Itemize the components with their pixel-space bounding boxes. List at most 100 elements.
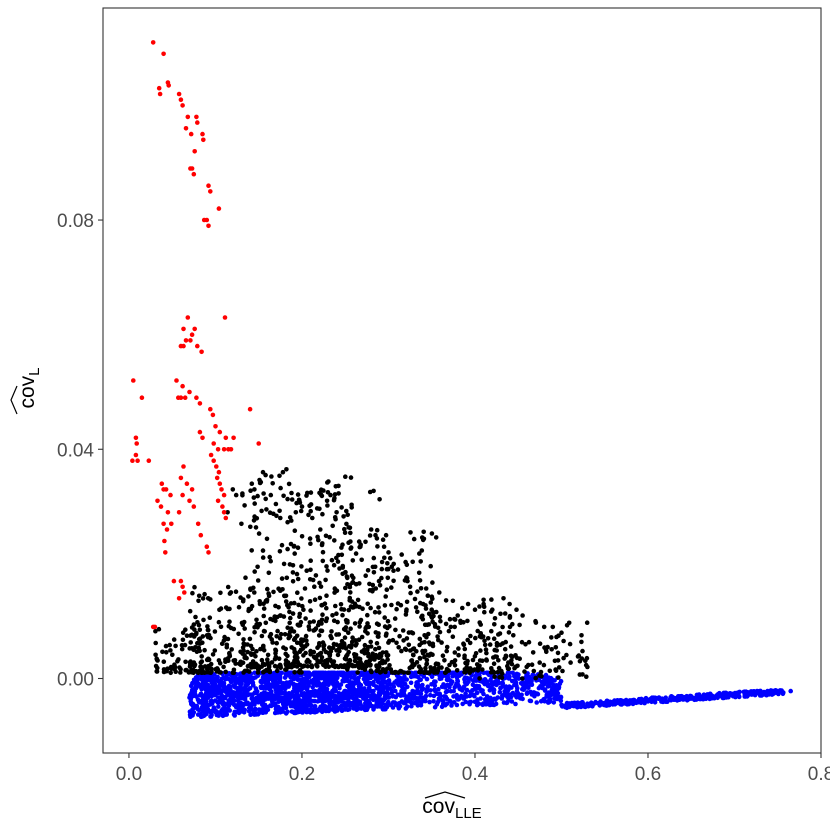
data-point-s2-1827 [472, 693, 477, 699]
data-point-s1-1235 [577, 672, 583, 677]
data-point-s2-1083 [256, 707, 262, 712]
data-point-s0-21 [208, 189, 213, 194]
data-point-s2-2316 [727, 691, 733, 696]
data-point-s2-1344 [370, 692, 375, 697]
data-point-s1-772 [290, 563, 296, 568]
data-point-s1-1147 [452, 658, 458, 663]
data-point-s1-960 [363, 539, 368, 545]
data-point-s1-471 [243, 642, 248, 647]
data-point-s1-67 [202, 670, 207, 675]
data-point-s2-1292 [284, 697, 290, 702]
data-point-s2-1873 [483, 701, 489, 706]
data-point-s1-548 [252, 501, 257, 506]
data-point-s2-1983 [500, 684, 505, 689]
data-point-s1-54 [171, 637, 177, 642]
data-point-s2-1251 [374, 699, 380, 704]
data-point-s2-1131 [328, 702, 333, 708]
data-point-s1-1136 [489, 628, 494, 634]
data-point-s1-11 [170, 652, 175, 658]
data-point-s1-592 [304, 568, 310, 573]
data-point-s2-2209 [598, 699, 603, 704]
data-point-s1-1299 [368, 527, 374, 532]
data-point-s2-2359 [602, 700, 607, 706]
data-point-s2-1218 [317, 687, 322, 693]
data-point-s1-1282 [280, 469, 286, 475]
data-point-s1-1206 [537, 641, 543, 646]
data-point-s1-972 [385, 575, 391, 581]
data-point-s1-607 [334, 642, 339, 647]
data-point-s2-1714 [470, 682, 476, 688]
data-point-s1-748 [294, 633, 300, 639]
data-point-s2-1365 [292, 700, 298, 705]
data-point-s1-495 [277, 636, 283, 641]
data-point-s1-420 [243, 575, 248, 580]
data-point-s1-999 [357, 620, 363, 625]
data-point-s1-906 [349, 642, 355, 648]
data-point-s1-774 [314, 662, 319, 667]
data-point-s1-1033 [456, 646, 461, 651]
data-point-s2-738 [252, 706, 258, 712]
data-point-s1-418 [255, 564, 260, 570]
data-point-s1-385 [320, 612, 325, 617]
data-point-s1-490 [346, 649, 352, 655]
data-point-s2-1986 [491, 680, 496, 686]
data-point-s1-843 [391, 578, 396, 584]
data-point-s1-877 [383, 532, 389, 538]
data-point-s1-1327 [585, 664, 590, 670]
data-point-s1-1184 [468, 666, 473, 671]
data-point-s1-707 [285, 625, 291, 630]
data-point-s1-401 [295, 655, 300, 661]
data-point-s1-1320 [520, 613, 525, 618]
data-point-s2-2360 [585, 701, 590, 706]
data-point-s0-22 [216, 206, 222, 211]
data-point-s1-74 [172, 666, 177, 672]
data-point-s2-1094 [209, 684, 215, 689]
data-point-s1-757 [292, 649, 297, 655]
data-point-s1-1291 [299, 504, 305, 509]
data-point-s1-911 [355, 597, 361, 603]
data-point-s1-909 [410, 559, 416, 565]
data-point-s2-1268 [288, 699, 293, 705]
data-point-s1-723 [315, 658, 320, 664]
data-point-s0-91 [158, 504, 164, 509]
data-point-s1-649 [285, 519, 290, 525]
data-point-s1-613 [308, 567, 313, 573]
data-point-s0-30 [189, 332, 195, 338]
data-point-s1-898 [437, 629, 443, 635]
data-point-s2-2333 [681, 697, 686, 702]
data-point-s1-1149 [484, 657, 489, 662]
data-point-s1-121 [276, 656, 282, 661]
data-point-s1-979 [378, 669, 384, 675]
data-point-s1-750 [328, 649, 334, 654]
data-point-s1-675 [340, 542, 345, 547]
data-point-s2-2288 [684, 693, 689, 699]
data-point-s1-393 [348, 475, 354, 480]
panel-border [102, 7, 822, 754]
data-point-s2-1783 [543, 672, 549, 678]
data-point-s1-725 [289, 497, 295, 502]
data-point-s1-605 [301, 607, 306, 612]
data-point-s1-1304 [391, 561, 397, 567]
data-point-s1-440 [304, 642, 310, 647]
data-point-s1-740 [376, 622, 382, 627]
data-point-s2-1804 [438, 693, 443, 699]
data-point-s1-306 [224, 642, 230, 648]
data-point-s1-546 [330, 523, 336, 529]
data-point-s1-363 [317, 595, 323, 601]
data-point-s2-1323 [322, 676, 327, 682]
data-point-s2-1297 [235, 689, 240, 695]
data-point-s2-1949 [557, 694, 563, 700]
data-point-s2-1389 [253, 695, 259, 701]
data-point-s1-343 [277, 508, 282, 514]
data-point-s2-1339 [224, 688, 229, 694]
data-point-s1-1244 [474, 662, 480, 667]
data-point-s1-794 [286, 635, 292, 641]
data-point-s1-781 [330, 662, 336, 667]
data-point-s1-1240 [499, 675, 505, 680]
data-point-s2-1698 [520, 686, 525, 692]
data-point-s2-1040 [292, 710, 298, 715]
data-point-s1-1107 [509, 661, 515, 667]
data-point-s1-513 [295, 545, 301, 550]
data-point-s2-1396 [298, 683, 303, 688]
